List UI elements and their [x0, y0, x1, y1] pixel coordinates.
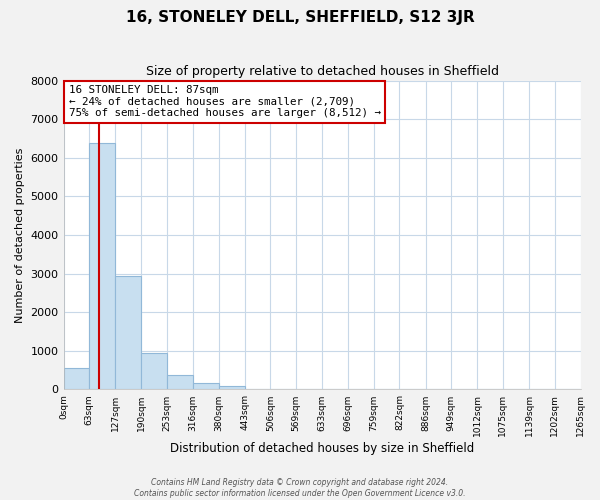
Bar [89, 143, 115, 390]
X-axis label: Distribution of detached houses by size in Sheffield: Distribution of detached houses by size … [170, 442, 474, 455]
Y-axis label: Number of detached properties: Number of detached properties [15, 148, 25, 322]
Bar [64, 368, 89, 390]
Bar [219, 386, 245, 390]
Bar [115, 276, 141, 390]
Title: Size of property relative to detached houses in Sheffield: Size of property relative to detached ho… [146, 65, 499, 78]
Bar [167, 375, 193, 390]
Text: 16, STONELEY DELL, SHEFFIELD, S12 3JR: 16, STONELEY DELL, SHEFFIELD, S12 3JR [125, 10, 475, 25]
Text: 16 STONELEY DELL: 87sqm
← 24% of detached houses are smaller (2,709)
75% of semi: 16 STONELEY DELL: 87sqm ← 24% of detache… [69, 85, 381, 118]
Bar [141, 353, 167, 390]
Bar [193, 382, 219, 390]
Text: Contains HM Land Registry data © Crown copyright and database right 2024.
Contai: Contains HM Land Registry data © Crown c… [134, 478, 466, 498]
